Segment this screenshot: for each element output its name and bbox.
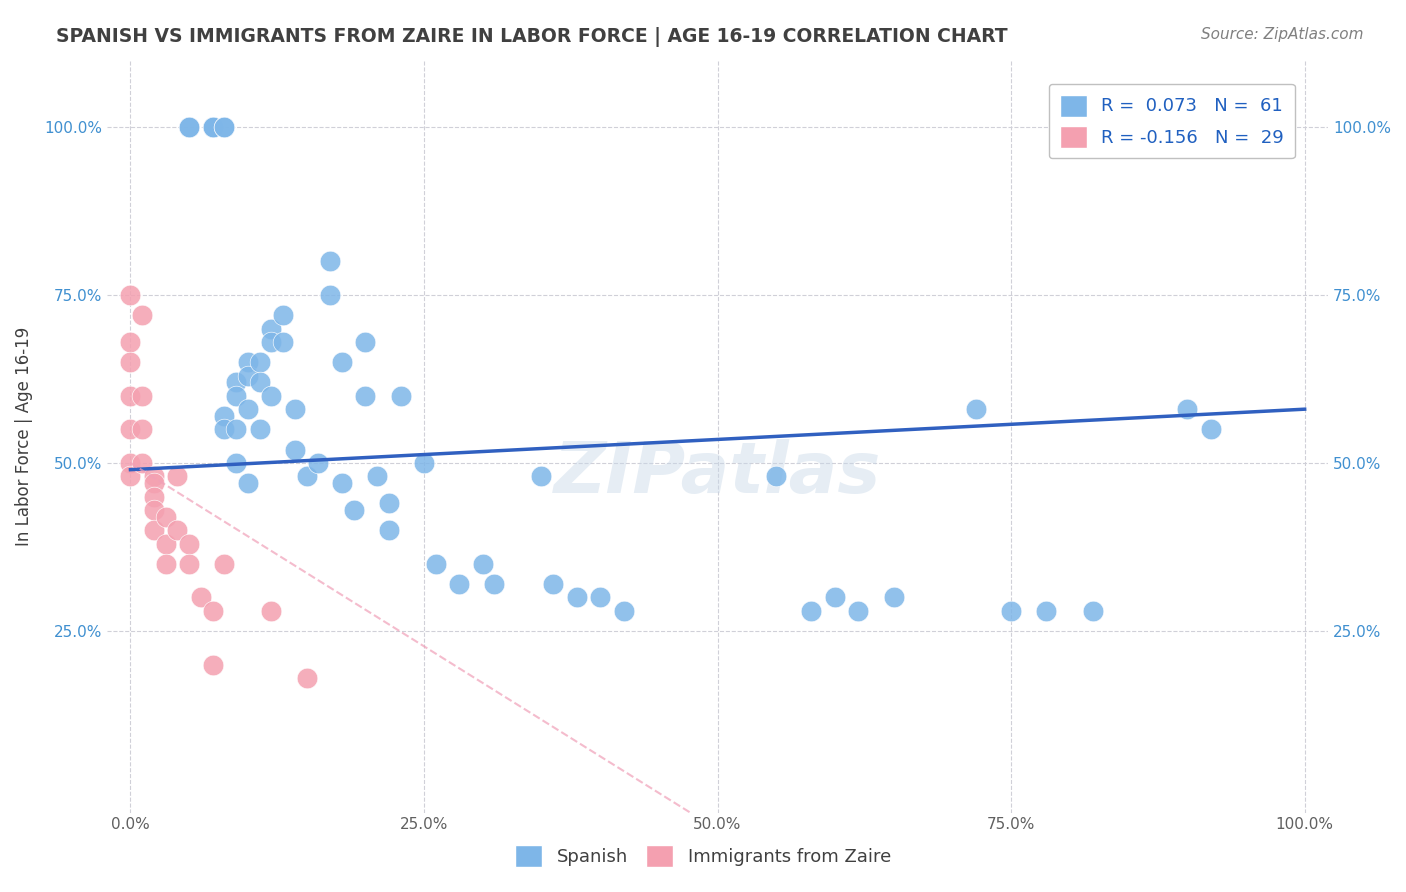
Point bbox=[201, 120, 224, 134]
Point bbox=[120, 422, 142, 436]
Point bbox=[120, 456, 142, 470]
Point bbox=[1000, 604, 1022, 618]
Point bbox=[295, 671, 318, 685]
Point bbox=[214, 120, 236, 134]
Point bbox=[225, 389, 247, 403]
Point bbox=[765, 469, 787, 483]
Point bbox=[883, 591, 905, 605]
Point bbox=[236, 355, 259, 369]
Point bbox=[965, 402, 987, 417]
Point bbox=[142, 476, 165, 491]
Point bbox=[284, 442, 307, 457]
Point bbox=[179, 536, 201, 550]
Point bbox=[131, 308, 153, 322]
Point bbox=[541, 577, 564, 591]
Point bbox=[131, 422, 153, 436]
Point bbox=[484, 577, 506, 591]
Point bbox=[471, 557, 494, 571]
Point bbox=[142, 503, 165, 517]
Point bbox=[378, 496, 401, 510]
Point bbox=[378, 523, 401, 537]
Point bbox=[131, 389, 153, 403]
Point bbox=[120, 355, 142, 369]
Point bbox=[354, 334, 377, 349]
Point bbox=[307, 456, 329, 470]
Point bbox=[848, 604, 870, 618]
Point bbox=[190, 591, 212, 605]
Point bbox=[166, 469, 188, 483]
Point bbox=[413, 456, 436, 470]
Point bbox=[249, 376, 271, 390]
Point bbox=[613, 604, 636, 618]
Point bbox=[214, 557, 236, 571]
Point bbox=[131, 456, 153, 470]
Legend: R =  0.073   N =  61, R = -0.156   N =  29: R = 0.073 N = 61, R = -0.156 N = 29 bbox=[1049, 84, 1295, 159]
Point bbox=[330, 355, 353, 369]
Point bbox=[214, 409, 236, 423]
Point bbox=[214, 120, 236, 134]
Point bbox=[354, 389, 377, 403]
Point bbox=[225, 456, 247, 470]
Point bbox=[295, 469, 318, 483]
Point bbox=[225, 376, 247, 390]
Point bbox=[179, 120, 201, 134]
Point bbox=[120, 389, 142, 403]
Point bbox=[142, 523, 165, 537]
Point bbox=[120, 288, 142, 302]
Point bbox=[214, 422, 236, 436]
Point bbox=[342, 503, 364, 517]
Point bbox=[142, 490, 165, 504]
Point bbox=[142, 469, 165, 483]
Point bbox=[319, 254, 342, 268]
Text: ZIPatlas: ZIPatlas bbox=[554, 439, 882, 508]
Point bbox=[425, 557, 447, 571]
Point bbox=[1199, 422, 1222, 436]
Point bbox=[260, 604, 283, 618]
Text: Source: ZipAtlas.com: Source: ZipAtlas.com bbox=[1201, 27, 1364, 42]
Point bbox=[120, 469, 142, 483]
Point bbox=[319, 288, 342, 302]
Point bbox=[201, 657, 224, 672]
Point bbox=[236, 402, 259, 417]
Point bbox=[249, 422, 271, 436]
Point bbox=[589, 591, 612, 605]
Point bbox=[271, 308, 294, 322]
Point bbox=[155, 509, 177, 524]
Y-axis label: In Labor Force | Age 16-19: In Labor Force | Age 16-19 bbox=[15, 326, 32, 546]
Point bbox=[565, 591, 588, 605]
Text: SPANISH VS IMMIGRANTS FROM ZAIRE IN LABOR FORCE | AGE 16-19 CORRELATION CHART: SPANISH VS IMMIGRANTS FROM ZAIRE IN LABO… bbox=[56, 27, 1008, 46]
Point bbox=[530, 469, 553, 483]
Point bbox=[1175, 402, 1198, 417]
Point bbox=[155, 557, 177, 571]
Point bbox=[449, 577, 471, 591]
Point bbox=[260, 389, 283, 403]
Point bbox=[201, 120, 224, 134]
Point bbox=[155, 536, 177, 550]
Point bbox=[366, 469, 388, 483]
Point bbox=[225, 422, 247, 436]
Point bbox=[249, 355, 271, 369]
Point bbox=[260, 334, 283, 349]
Point bbox=[120, 334, 142, 349]
Point bbox=[236, 476, 259, 491]
Legend: Spanish, Immigrants from Zaire: Spanish, Immigrants from Zaire bbox=[508, 838, 898, 874]
Point bbox=[201, 120, 224, 134]
Point bbox=[260, 321, 283, 335]
Point bbox=[824, 591, 846, 605]
Point bbox=[179, 120, 201, 134]
Point bbox=[800, 604, 823, 618]
Point bbox=[330, 476, 353, 491]
Point bbox=[1083, 604, 1105, 618]
Point bbox=[1035, 604, 1057, 618]
Point bbox=[236, 368, 259, 383]
Point bbox=[284, 402, 307, 417]
Point bbox=[179, 557, 201, 571]
Point bbox=[271, 334, 294, 349]
Point bbox=[166, 523, 188, 537]
Point bbox=[201, 604, 224, 618]
Point bbox=[389, 389, 412, 403]
